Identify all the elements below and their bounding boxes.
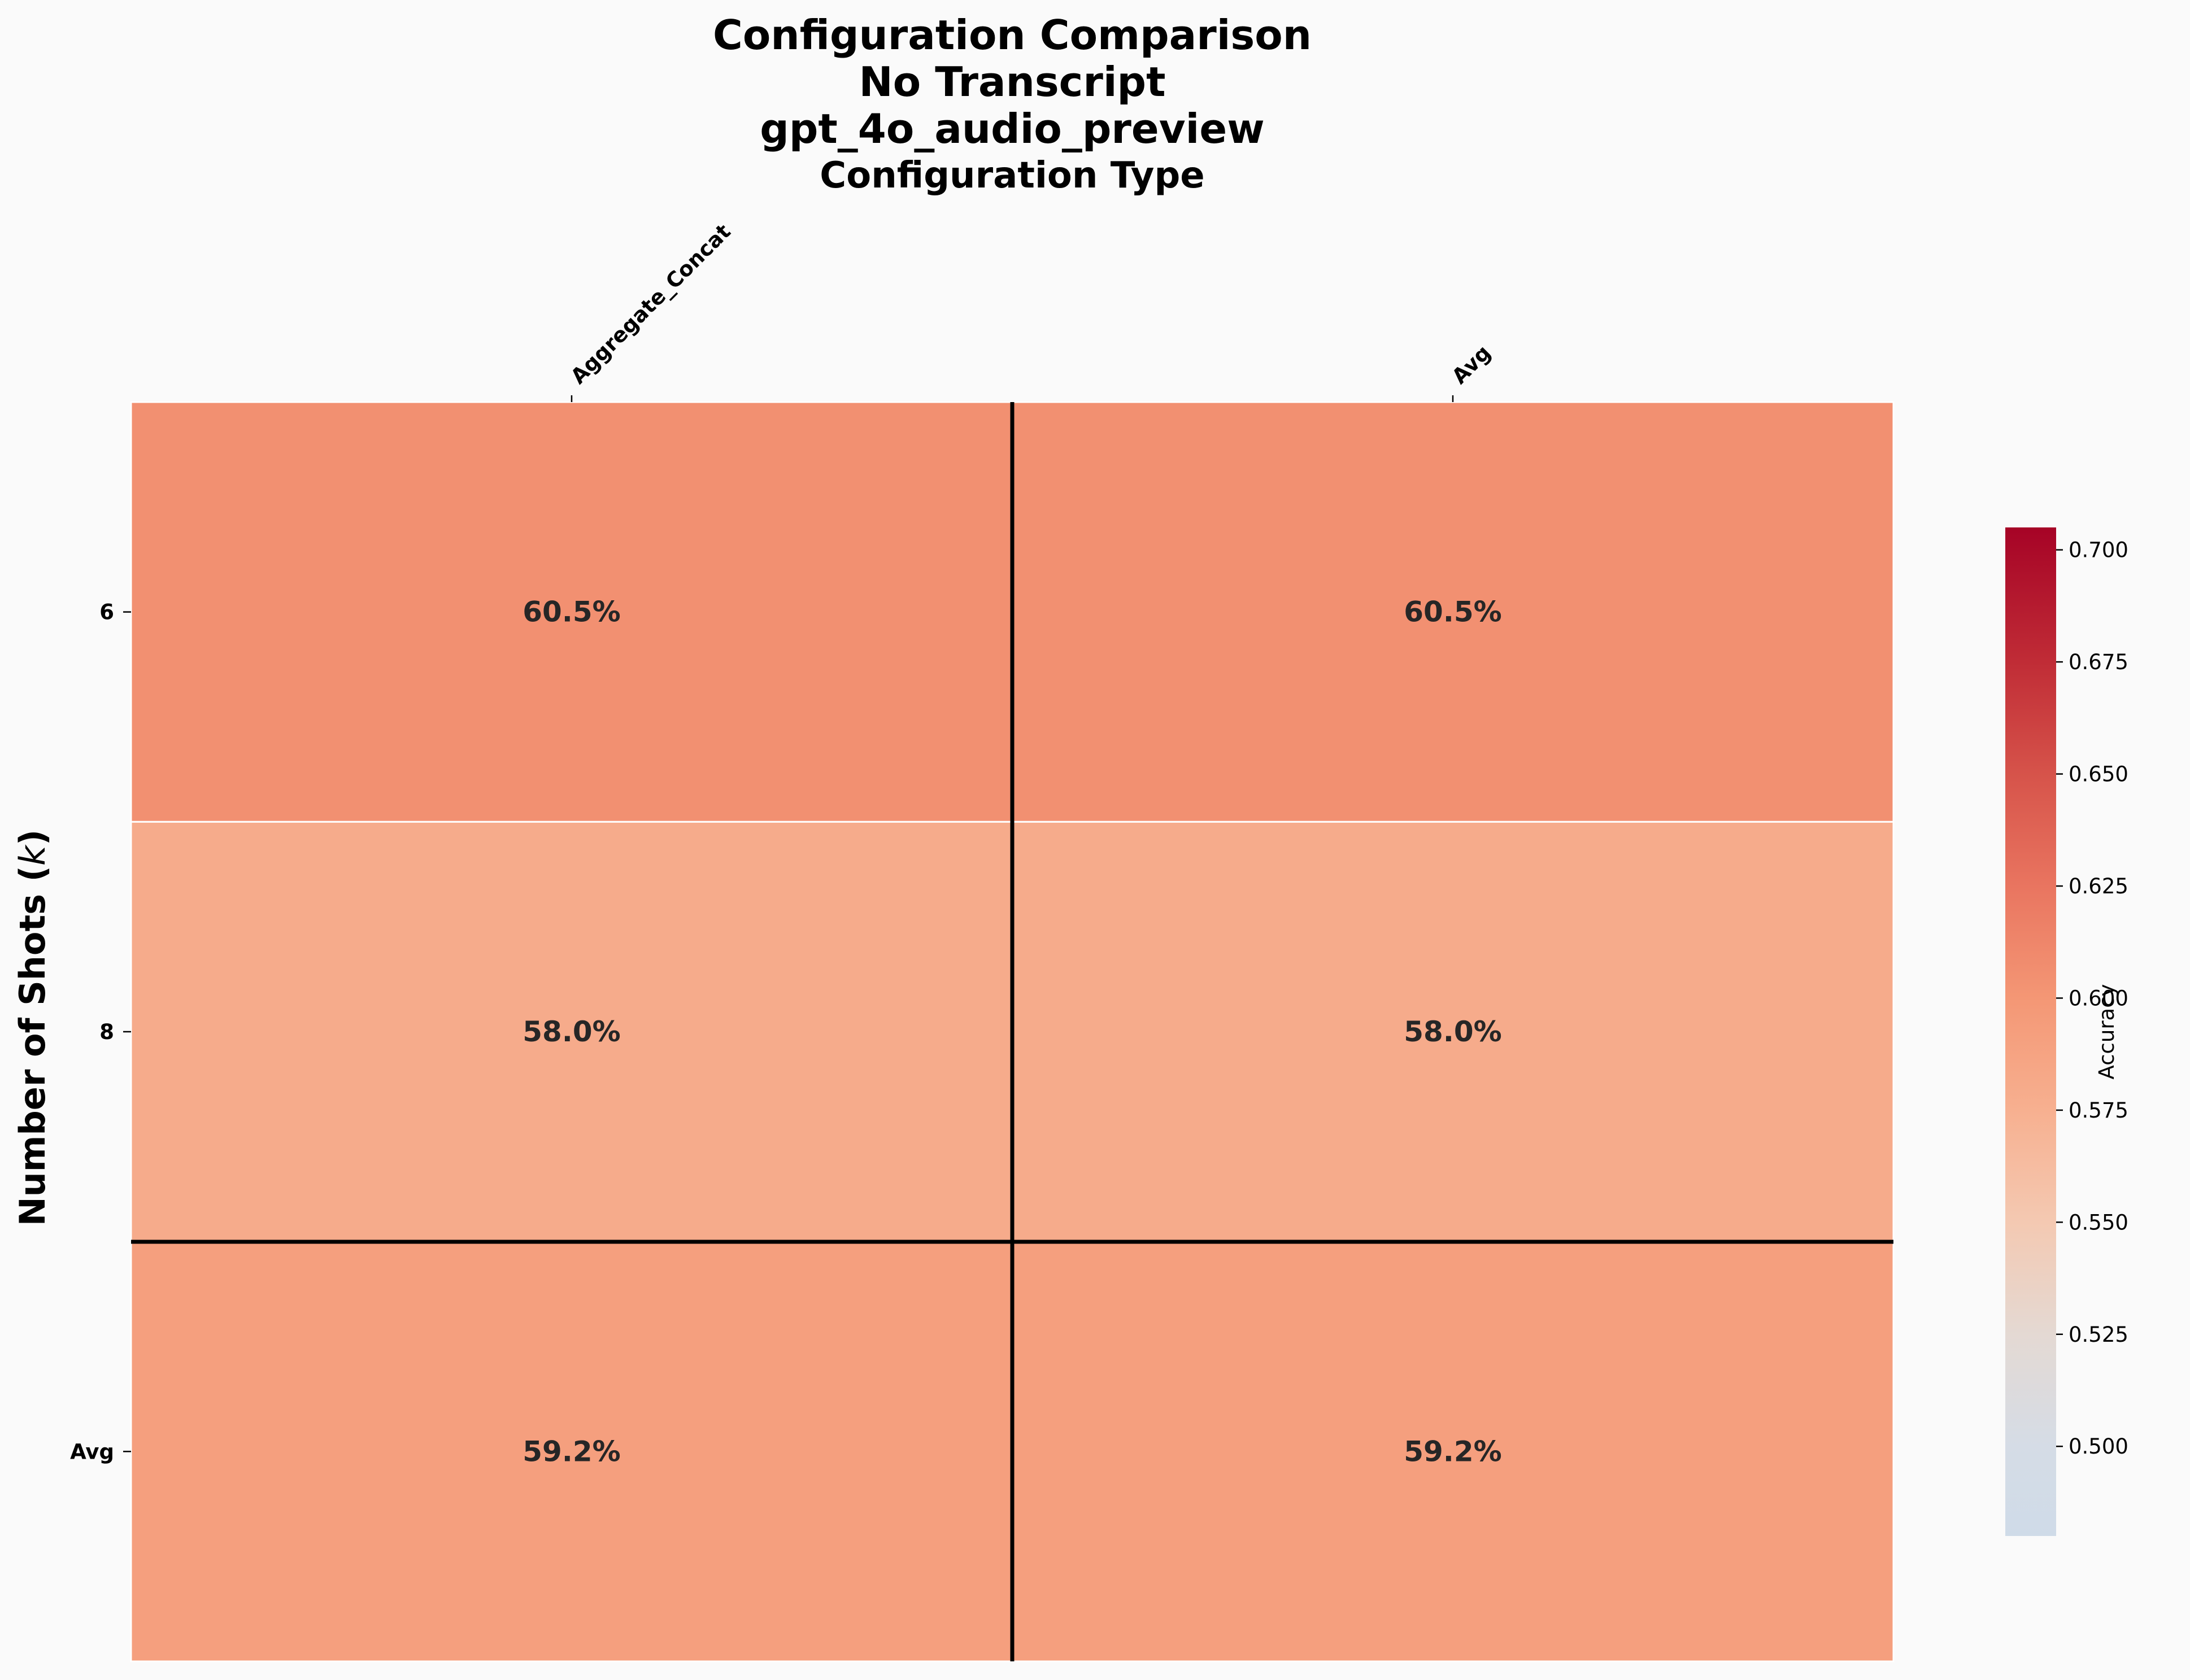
colorbar-ticks: 0.500 0.525 0.550 0.575 0.600 0.625 0.650 0.675… bbox=[2056, 538, 2128, 1459]
cell-value-label-r1-c0: 58.0% bbox=[523, 1015, 620, 1048]
heatmap-cell-r1-c0 bbox=[130, 821, 1013, 1243]
y-tick-label-0: 6 bbox=[99, 600, 114, 625]
colorbar-tick-label-0: 0.500 bbox=[2069, 1434, 2128, 1459]
x-tick-label-1: Avg bbox=[1447, 341, 1496, 389]
colorbar-tick-label-6: 0.650 bbox=[2069, 762, 2128, 787]
chart-title-line-1: Configuration Comparison bbox=[713, 11, 1312, 59]
colorbar-tick-label-2: 0.550 bbox=[2069, 1210, 2128, 1234]
heatmap-cell-r2-c0 bbox=[130, 1241, 1013, 1662]
heatmap-cell-labels: 60.5% 60.5% 58.0% 58.0% 59.2% 59.2% bbox=[523, 596, 1501, 1468]
x-tick-label-0: Aggregate_Concat bbox=[566, 219, 735, 389]
heatmap-cell-r0-c0 bbox=[130, 401, 1013, 823]
colorbar-tick-label-1: 0.525 bbox=[2069, 1323, 2128, 1347]
colorbar-tick-label-8: 0.700 bbox=[2069, 538, 2128, 562]
x-axis-label: Configuration Type bbox=[820, 155, 1204, 197]
heatmap-cell-r2-c1 bbox=[1011, 1241, 1895, 1662]
colorbar-tick-label-4: 0.600 bbox=[2069, 986, 2128, 1010]
x-axis-ticks: Aggregate_Concat Avg bbox=[566, 219, 1496, 402]
y-tick-label-1: 8 bbox=[99, 1020, 114, 1044]
colorbar-label: Accuracy bbox=[2095, 984, 2119, 1080]
cell-value-label-r1-c1: 58.0% bbox=[1404, 1015, 1501, 1048]
y-axis-label: Number of Shots (k) bbox=[12, 830, 53, 1226]
y-tick-label-2: Avg bbox=[70, 1439, 114, 1464]
colorbar-tick-label-7: 0.675 bbox=[2069, 650, 2128, 674]
colorbar bbox=[2005, 527, 2056, 1536]
chart-title-line-2: No Transcript bbox=[859, 58, 1165, 106]
colorbar-tick-label-3: 0.575 bbox=[2069, 1098, 2128, 1123]
cell-value-label-r2-c0: 59.2% bbox=[523, 1435, 620, 1468]
heatmap-cells bbox=[130, 401, 1895, 1662]
heatmap-cell-r0-c1 bbox=[1011, 401, 1895, 823]
cell-value-label-r0-c1: 60.5% bbox=[1404, 596, 1501, 629]
colorbar-tick-label-5: 0.625 bbox=[2069, 874, 2128, 898]
cell-value-label-r2-c1: 59.2% bbox=[1404, 1435, 1501, 1468]
cell-value-label-r0-c0: 60.5% bbox=[523, 596, 620, 629]
chart-title-line-3: gpt_4o_audio_preview bbox=[760, 105, 1264, 152]
y-axis-ticks: 6 8 Avg bbox=[70, 600, 131, 1464]
heatmap-cell-r1-c1 bbox=[1011, 821, 1895, 1243]
